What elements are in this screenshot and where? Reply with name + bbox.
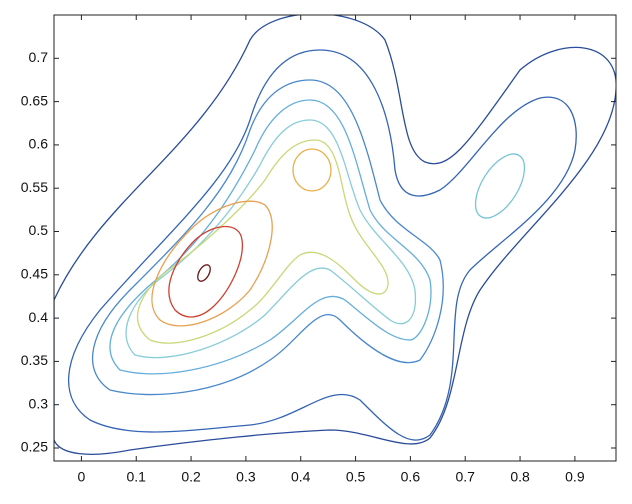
contour-line [197,264,211,282]
contour-line [474,153,526,219]
x-tick-label: 0.1 [127,469,147,485]
x-tick-label: 0.6 [401,469,421,485]
y-tick-label: 0.7 [29,49,49,65]
x-tick-label: 0.5 [346,469,366,485]
y-tick-label: 0.25 [21,439,48,455]
y-tick-label: 0.45 [21,266,48,282]
contour-line [136,139,389,344]
x-tick-label: 0.9 [565,469,585,485]
contours [54,15,616,455]
contour-line [109,99,432,375]
y-tick-label: 0.3 [29,395,49,411]
y-tick-label: 0.4 [29,309,49,325]
x-tick-label: 0.3 [236,469,256,485]
contour-line [168,226,244,318]
y-tick-label: 0.35 [21,352,48,368]
x-tick-label: 0.8 [510,469,530,485]
x-tick-label: 0.7 [455,469,475,485]
x-tick-label: 0 [78,469,86,485]
y-tick-label: 0.55 [21,179,48,195]
contour-line [125,119,417,359]
contour-line [68,49,577,441]
y-tick-label: 0.5 [29,222,49,238]
x-tick-label: 0.2 [181,469,201,485]
y-tick-label: 0.65 [21,92,48,108]
contour-line [91,79,444,396]
y-tick-label: 0.6 [29,136,49,152]
contour-line [292,148,332,192]
contour-line [54,15,616,455]
plot-frame [53,14,617,462]
contour-line [151,200,273,327]
x-tick-label: 0.4 [291,469,311,485]
